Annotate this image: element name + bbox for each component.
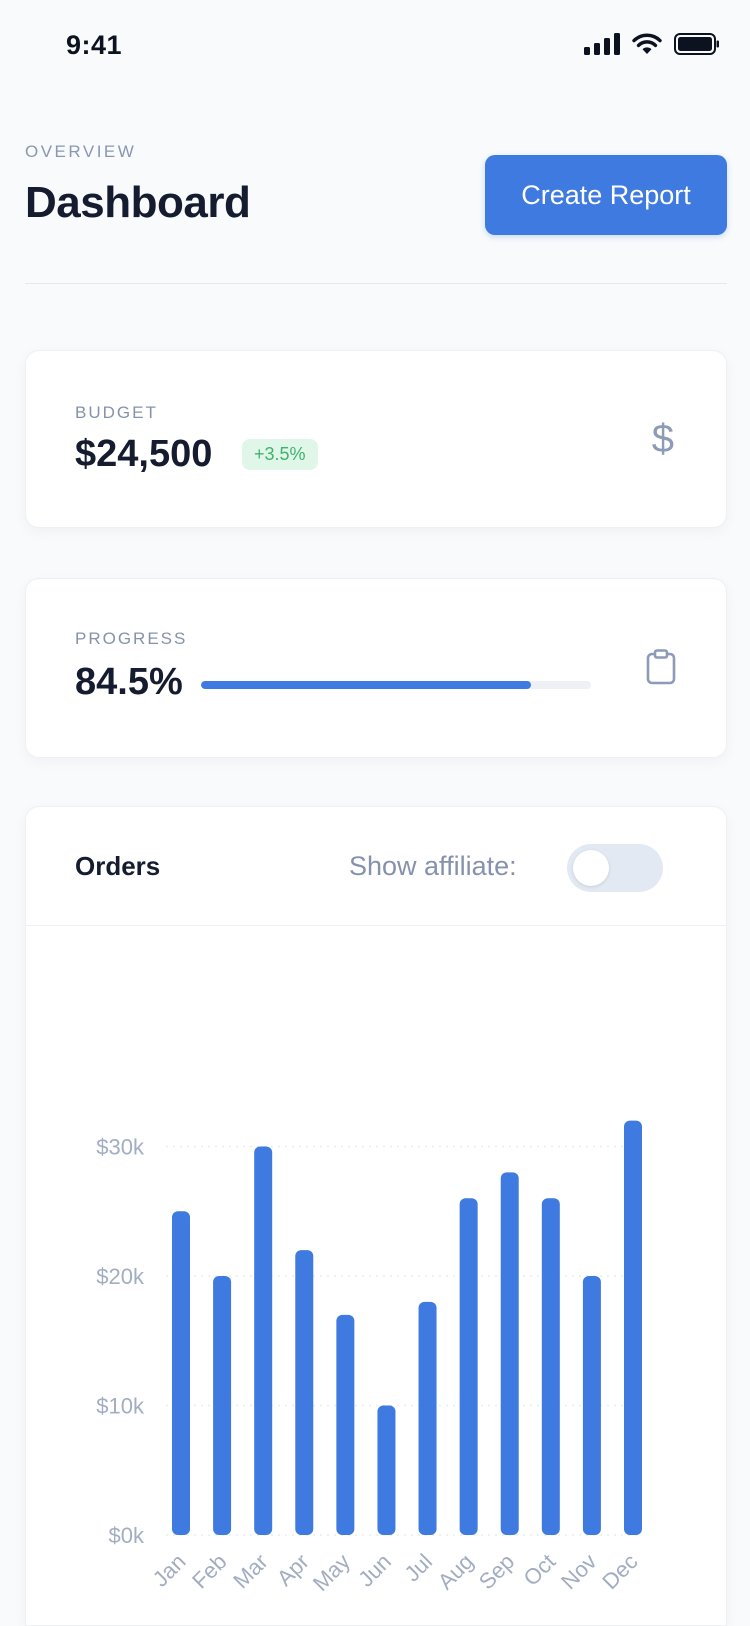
orders-title: Orders [75, 851, 161, 881]
chart-bar[interactable] [418, 1301, 437, 1535]
dollar-icon: $ [651, 417, 674, 461]
affiliate-label: Show affiliate: [349, 851, 517, 881]
chart-bar[interactable] [541, 1198, 560, 1535]
x-tick-label: Sep [474, 1549, 519, 1594]
x-tick-label: Oct [518, 1549, 560, 1591]
x-tick-label: Dec [597, 1549, 642, 1594]
chart-bar[interactable] [336, 1314, 355, 1535]
y-tick-label: $0k [109, 1523, 145, 1548]
x-tick-label: Jan [148, 1549, 191, 1592]
battery-icon [674, 33, 720, 55]
x-tick-label: May [308, 1549, 355, 1596]
page-eyebrow: OVERVIEW [25, 142, 137, 161]
chart-bar[interactable] [459, 1198, 478, 1535]
progress-bar [201, 681, 591, 689]
chart-bar[interactable] [624, 1120, 642, 1535]
y-tick-label: $10k [96, 1394, 145, 1419]
y-tick-label: $30k [96, 1135, 145, 1160]
x-tick-label: Jul [400, 1549, 438, 1587]
chart-bar[interactable] [582, 1276, 601, 1535]
orders-card: Orders Show affiliate: $0k $10k $20k $30k Ja… [25, 806, 727, 1626]
x-tick-label: Mar [228, 1549, 272, 1593]
chart-bar[interactable] [213, 1276, 232, 1535]
page-header: OVERVIEW Dashboard Create Report [25, 140, 727, 240]
progress-card: PROGRESS 84.5% [25, 578, 727, 758]
chart-bar[interactable] [500, 1172, 519, 1535]
y-tick-label: $20k [96, 1264, 145, 1289]
clipboard-icon [646, 649, 676, 690]
change-badge: +3.5% [242, 439, 318, 470]
page-title: Dashboard [25, 178, 251, 227]
x-tick-label: Jun [353, 1549, 396, 1592]
toggle-knob [573, 850, 609, 886]
signal-icon [584, 33, 620, 55]
budget-card: BUDGET $24,500 +3.5% $ [25, 350, 727, 528]
chart-bar[interactable] [172, 1211, 190, 1535]
budget-value: $24,500 [75, 433, 213, 475]
chart-bar[interactable] [254, 1146, 273, 1536]
header-divider [25, 283, 727, 284]
orders-header: Orders Show affiliate: [26, 807, 726, 926]
budget-label: BUDGET [75, 403, 158, 422]
chart-bar[interactable] [377, 1405, 396, 1536]
progress-label: PROGRESS [75, 629, 188, 648]
x-tick-label: Nov [556, 1549, 601, 1594]
x-tick-label: Aug [433, 1549, 478, 1594]
progress-value: 84.5% [75, 661, 183, 703]
status-bar: 9:41 [0, 0, 750, 96]
status-icons [584, 33, 720, 55]
x-tick-label: Apr [272, 1549, 314, 1591]
status-time: 9:41 [66, 30, 123, 60]
chart-bar[interactable] [295, 1250, 314, 1535]
wifi-icon [632, 33, 662, 55]
create-report-button[interactable]: Create Report [485, 155, 727, 235]
x-tick-label: Feb [187, 1549, 231, 1593]
affiliate-toggle[interactable] [567, 844, 663, 892]
progress-bar-fill [201, 681, 531, 689]
